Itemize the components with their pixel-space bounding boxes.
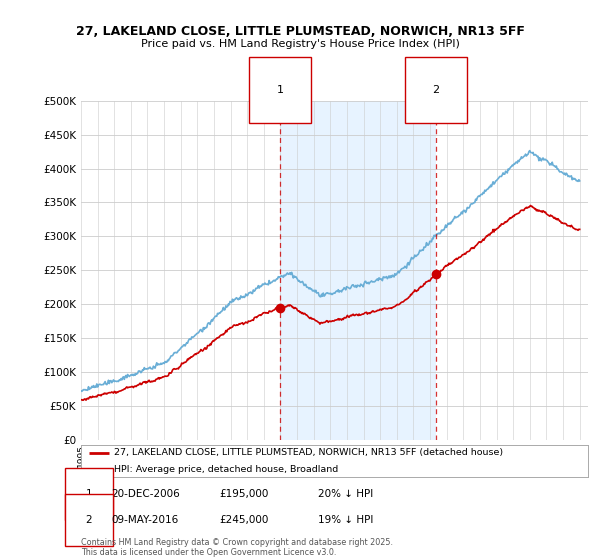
Text: 20% ↓ HPI: 20% ↓ HPI bbox=[318, 489, 373, 499]
Text: HPI: Average price, detached house, Broadland: HPI: Average price, detached house, Broa… bbox=[114, 464, 338, 474]
Text: 1: 1 bbox=[277, 85, 283, 95]
Text: 1: 1 bbox=[85, 489, 92, 499]
Text: Contains HM Land Registry data © Crown copyright and database right 2025.
This d: Contains HM Land Registry data © Crown c… bbox=[81, 538, 393, 557]
Bar bbox=[280, 101, 436, 440]
Text: £245,000: £245,000 bbox=[219, 515, 268, 525]
Text: 27, LAKELAND CLOSE, LITTLE PLUMSTEAD, NORWICH, NR13 5FF (detached house): 27, LAKELAND CLOSE, LITTLE PLUMSTEAD, NO… bbox=[114, 448, 503, 458]
Text: £195,000: £195,000 bbox=[219, 489, 268, 499]
Text: 09-MAY-2016: 09-MAY-2016 bbox=[111, 515, 178, 525]
Text: 2: 2 bbox=[85, 515, 92, 525]
Text: Price paid vs. HM Land Registry's House Price Index (HPI): Price paid vs. HM Land Registry's House … bbox=[140, 39, 460, 49]
Text: 27, LAKELAND CLOSE, LITTLE PLUMSTEAD, NORWICH, NR13 5FF: 27, LAKELAND CLOSE, LITTLE PLUMSTEAD, NO… bbox=[76, 25, 524, 38]
Text: 19% ↓ HPI: 19% ↓ HPI bbox=[318, 515, 373, 525]
Text: 20-DEC-2006: 20-DEC-2006 bbox=[111, 489, 180, 499]
Text: 2: 2 bbox=[433, 85, 440, 95]
